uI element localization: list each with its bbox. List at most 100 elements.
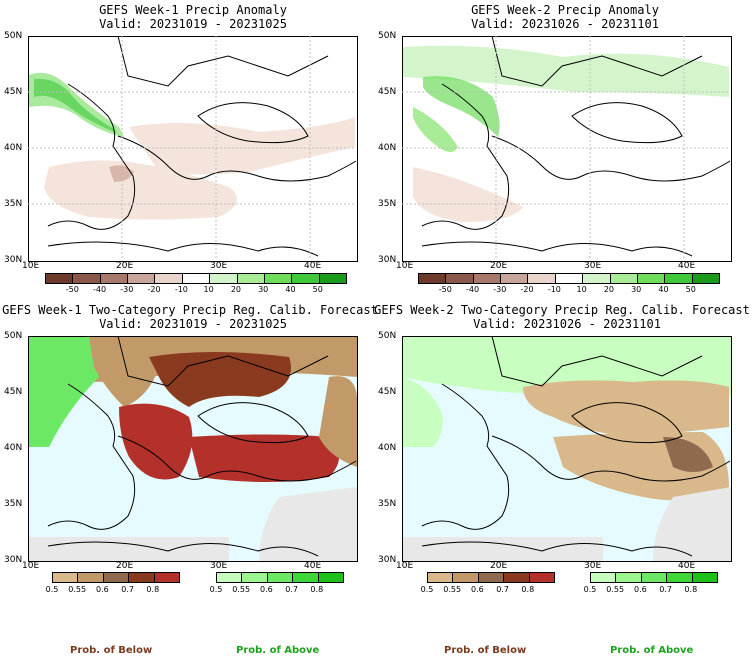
colorbar-swatch [217,573,243,582]
colorbar-tick: 0.55 [68,585,87,594]
colorbar-swatch [293,573,319,582]
colorbar-swatch [73,274,101,283]
lon-label: 30E [584,261,602,271]
colorbar-tick: -20 [147,285,161,294]
colorbar-tick: 40 [285,285,296,294]
panel3-map-svg [29,337,357,561]
panel3-coastlines [47,336,357,557]
lat-label: 30N [378,555,397,565]
lat-label: 30N [378,255,397,265]
lat-label: 30N [4,555,23,565]
lon-label: 20E [490,261,508,271]
colorbar-swatch [103,573,130,582]
above-colorbar-1 [216,572,344,583]
colorbar-tick: 40 [658,285,669,294]
colorbar-swatch [292,274,320,283]
colorbar-tick: 10 [576,285,587,294]
colorbar-tick: 0.8 [684,585,698,594]
colorbar-swatch [155,274,183,283]
panel3-map [28,336,358,562]
gridlines [28,36,356,260]
colorbar-tick: 10 [203,285,214,294]
above-colorbar-2 [590,572,718,583]
prob-below-label-1: Prob. of Below [70,645,153,656]
colorbar-tick: 0.7 [496,585,509,594]
colorbar-swatch [478,573,505,582]
lon-label: 10E [22,261,40,271]
colorbar-swatch [453,573,479,582]
panel2-title: GEFS Week-2 Precip Anomaly [471,3,659,17]
colorbar-tick: -10 [547,285,561,294]
lon-label: 20E [490,561,508,571]
colorbar-tick: 50 [312,285,323,294]
colorbar-tick: 0.55 [443,585,462,594]
coastline [47,336,357,557]
lon-label: 30E [584,561,602,571]
lat-label: 40N [4,443,23,453]
colorbar-swatch [529,573,555,582]
colorbar-swatch [616,573,642,582]
panel3-valid: Valid: 20231019 - 20231025 [99,317,287,331]
colorbar-tick: -30 [493,285,507,294]
colorbar-tick: -30 [120,285,134,294]
colorbar-tick: 0.5 [420,585,434,594]
colorbar-tick: 0.55 [606,585,625,594]
prob-below-label-2: Prob. of Below [444,645,527,656]
colorbar-swatch [237,274,265,283]
colorbar-swatch [501,274,529,283]
colorbar-swatch [182,274,211,283]
anomaly-colorbar-1 [45,273,347,284]
lon-label: 20E [116,261,134,271]
colorbar-swatch [446,274,474,283]
colorbar-swatch [641,573,668,582]
colorbar-tick: 0.8 [146,585,160,594]
lat-label: 50N [4,31,23,41]
colorbar-tick: 0.55 [232,585,251,594]
lon-label: 10E [396,261,414,271]
panel2-coastlines [402,36,731,260]
lon-label: 30E [210,561,228,571]
colorbar-swatch [583,274,611,283]
lat-label: 35N [4,499,23,509]
colorbar-swatch [473,274,502,283]
panel4-map-svg [403,337,731,561]
probability-shading [403,337,731,561]
colorbar-tick: 0.6 [260,585,273,594]
panel3-title: GEFS Week-1 Two-Category Precip Reg. Cal… [2,303,378,317]
colorbar-tick: 20 [230,285,241,294]
colorbar-swatch [264,274,293,283]
colorbar-swatch [692,573,718,582]
colorbar-swatch [78,573,104,582]
colorbar-tick: 0.8 [310,585,324,594]
colorbar-tick: 0.6 [634,585,647,594]
lat-label: 40N [4,143,23,153]
colorbar-tick: -50 [65,285,79,294]
panel4-coastlines [421,336,731,557]
lat-label: 45N [378,387,397,397]
lat-label: 35N [4,199,23,209]
colorbar-swatch [242,573,268,582]
prob-above-label-2: Prob. of Above [610,645,694,656]
anomaly-shading [29,72,355,220]
colorbar-tick: 0.6 [471,585,484,594]
colorbar-tick: 0.5 [583,585,597,594]
colorbar-tick: 0.5 [209,585,223,594]
colorbar-tick: -40 [465,285,480,294]
colorbar-swatch [610,274,638,283]
colorbar-swatch [319,274,346,283]
colorbar-swatch [267,573,294,582]
lat-label: 50N [4,331,23,341]
colorbar-swatch [210,274,238,283]
colorbar-swatch [692,274,719,283]
colorbar-tick: 0.5 [45,585,59,594]
lat-label: 40N [378,443,397,453]
anomaly-colorbar-2 [418,273,720,284]
colorbar-swatch [53,573,79,582]
lat-label: 45N [4,387,23,397]
panel1-title: GEFS Week-1 Precip Anomaly [99,3,287,17]
gridlines [402,36,730,260]
coastline [421,336,731,557]
colorbar-tick: 30 [258,285,269,294]
colorbar-tick: -40 [92,285,107,294]
lon-label: 40E [678,561,696,571]
